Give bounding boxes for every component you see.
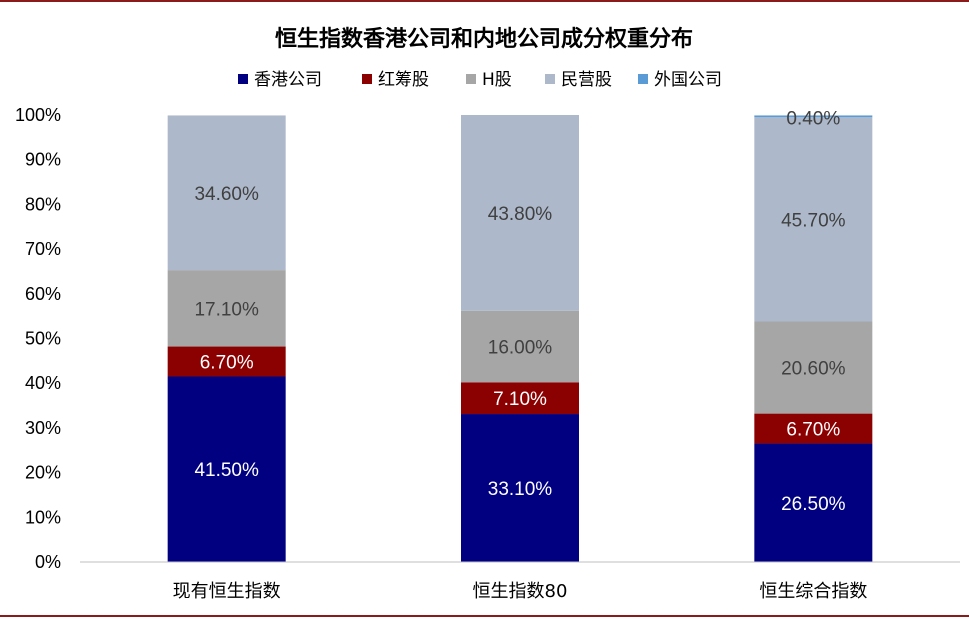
data-label: 17.10% <box>194 299 259 320</box>
bar-segment <box>754 115 873 118</box>
x-axis: 现有恒生指数 恒生指数80 恒生综合指数 <box>80 561 960 602</box>
legend-swatch <box>545 74 555 84</box>
bar-segment <box>461 414 579 562</box>
legend: 香港公司 红筹股 H股 民营股 外国公司 <box>238 70 722 90</box>
x-category-label: 恒生指数80 <box>473 581 568 602</box>
chart-title: 恒生指数香港公司和内地公司成分权重分布 <box>275 26 693 52</box>
bar-segment <box>754 443 873 562</box>
bar-segment <box>754 321 873 414</box>
bar-segment <box>167 115 286 271</box>
y-tick-label: 80% <box>25 194 61 214</box>
legend-label: 外国公司 <box>654 70 722 90</box>
x-category-label: 恒生综合指数 <box>759 581 867 602</box>
data-label: 6.70% <box>200 353 254 374</box>
data-label: 7.10% <box>493 389 547 410</box>
data-label: 33.10% <box>488 479 553 500</box>
legend-swatch <box>466 74 476 84</box>
legend-swatch <box>362 74 372 84</box>
bars: 41.50% 6.70% 17.10% 34.60% 33.10% 7.10% 16.00%… <box>167 108 873 562</box>
y-tick-label: 90% <box>25 150 61 170</box>
legend-swatch <box>238 74 248 84</box>
data-label: 43.80% <box>488 204 553 225</box>
bar-segment <box>167 346 286 377</box>
legend-label: 民营股 <box>561 70 612 90</box>
bar-segment <box>754 413 873 444</box>
bar-segment <box>461 310 579 383</box>
y-tick-label: 10% <box>25 507 61 527</box>
legend-label: H股 <box>482 70 512 90</box>
legend-label: 香港公司 <box>254 70 322 90</box>
legend-label: 红筹股 <box>378 70 429 90</box>
legend-swatch <box>638 74 648 84</box>
bar-segment <box>461 115 579 311</box>
bar-segment <box>167 376 286 562</box>
y-tick-label: 100% <box>15 105 61 125</box>
y-tick-label: 60% <box>25 284 61 304</box>
bar-segment <box>167 270 286 347</box>
data-label: 26.50% <box>781 494 846 515</box>
data-label: 34.60% <box>194 184 259 205</box>
y-tick-label: 0% <box>35 552 61 572</box>
bar-segment <box>461 382 579 415</box>
y-tick-label: 70% <box>25 239 61 259</box>
data-label: 0.40% <box>786 108 840 129</box>
y-tick-label: 30% <box>25 418 61 438</box>
bar-segment <box>754 117 873 322</box>
x-category-label: 现有恒生指数 <box>173 581 281 602</box>
y-tick-label: 40% <box>25 373 61 393</box>
data-label: 6.70% <box>786 420 840 441</box>
data-label: 45.70% <box>781 210 846 231</box>
data-label: 41.50% <box>194 460 259 481</box>
data-label: 16.00% <box>488 338 553 359</box>
data-label: 20.60% <box>781 359 846 380</box>
y-tick-label: 20% <box>25 463 61 483</box>
y-tick-label: 50% <box>25 329 61 349</box>
y-axis: 0% 10% 20% 30% 40% 50% 60% 70% 80% 90% 100% <box>15 105 61 572</box>
